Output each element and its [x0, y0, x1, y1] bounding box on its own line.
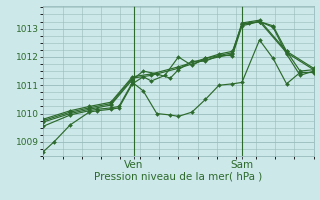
- X-axis label: Pression niveau de la mer( hPa ): Pression niveau de la mer( hPa ): [94, 172, 262, 182]
